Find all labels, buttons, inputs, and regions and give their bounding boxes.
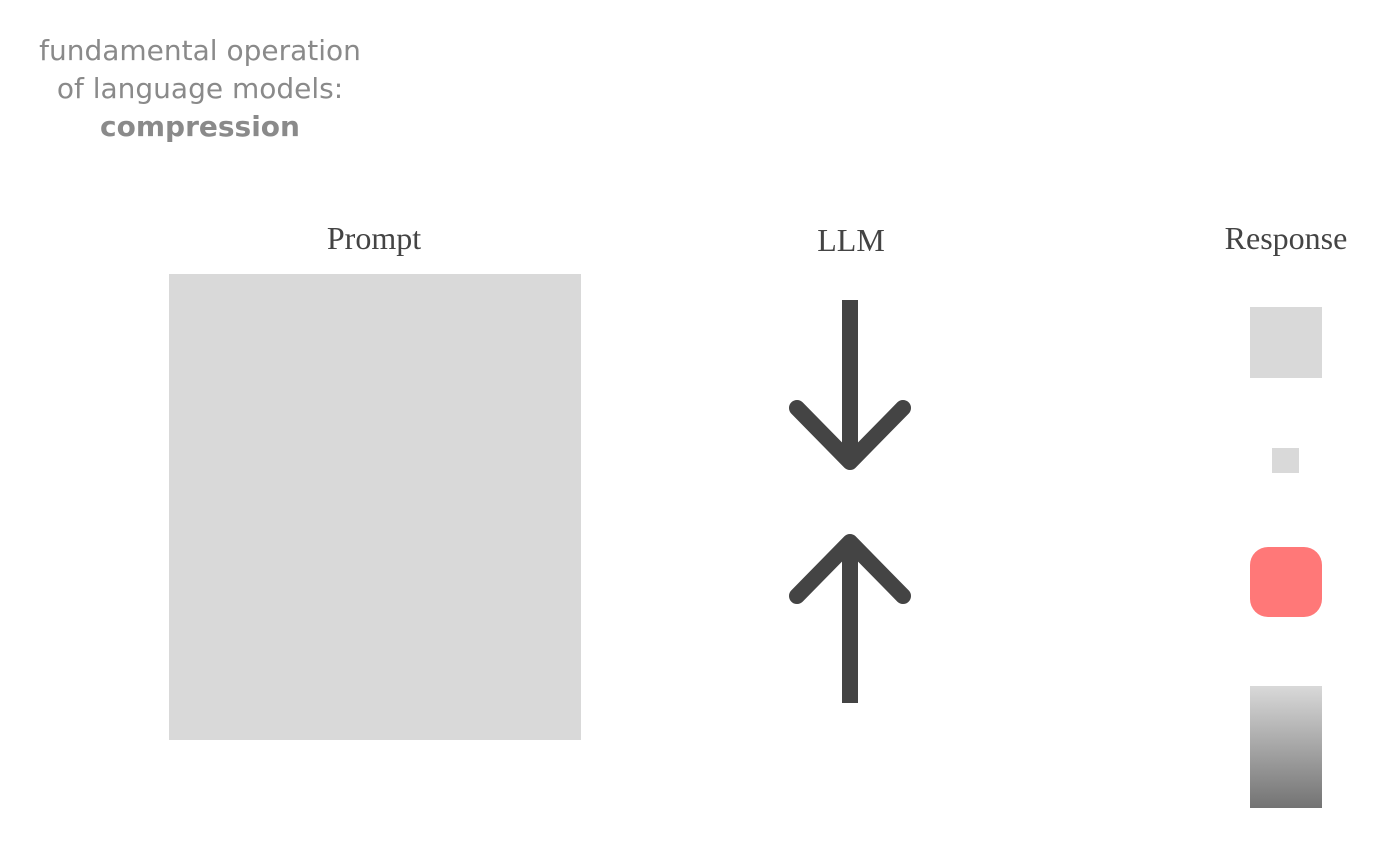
response-gradient-rect xyxy=(1250,686,1322,808)
caption-line-2: of language models: xyxy=(56,72,344,105)
arrow-down-head xyxy=(789,400,911,470)
caption-line-3: compression xyxy=(100,110,300,143)
arrow-up-icon xyxy=(789,534,911,703)
response-rounded-square xyxy=(1250,547,1322,617)
arrow-down-icon xyxy=(789,300,911,470)
arrow-up-head xyxy=(789,534,911,604)
response-square xyxy=(1250,307,1322,378)
prompt-label: Prompt xyxy=(326,220,422,256)
prompt-box xyxy=(169,274,581,740)
llm-label: LLM xyxy=(817,222,885,258)
response-label: Response xyxy=(1224,220,1348,256)
response-small-square xyxy=(1272,448,1299,473)
compression-arrows xyxy=(789,300,911,703)
title-caption: fundamental operation of language models… xyxy=(20,32,380,146)
caption-line-1: fundamental operation xyxy=(39,34,361,67)
